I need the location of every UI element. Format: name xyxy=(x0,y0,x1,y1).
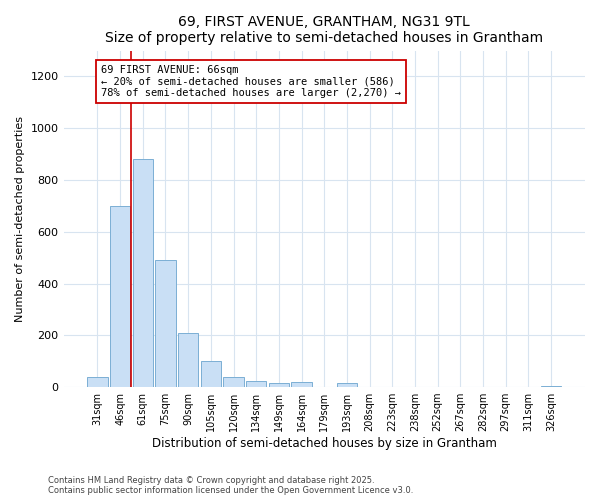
Bar xyxy=(269,383,289,387)
Bar xyxy=(155,260,176,387)
Bar xyxy=(541,386,561,387)
Y-axis label: Number of semi-detached properties: Number of semi-detached properties xyxy=(15,116,25,322)
Text: 69 FIRST AVENUE: 66sqm
← 20% of semi-detached houses are smaller (586)
78% of se: 69 FIRST AVENUE: 66sqm ← 20% of semi-det… xyxy=(101,65,401,98)
Text: Contains HM Land Registry data © Crown copyright and database right 2025.
Contai: Contains HM Land Registry data © Crown c… xyxy=(48,476,413,495)
Bar xyxy=(200,361,221,387)
Bar xyxy=(110,206,130,387)
Bar xyxy=(133,160,153,387)
X-axis label: Distribution of semi-detached houses by size in Grantham: Distribution of semi-detached houses by … xyxy=(152,437,497,450)
Title: 69, FIRST AVENUE, GRANTHAM, NG31 9TL
Size of property relative to semi-detached : 69, FIRST AVENUE, GRANTHAM, NG31 9TL Siz… xyxy=(105,15,544,45)
Bar xyxy=(292,382,312,387)
Bar xyxy=(246,380,266,387)
Bar xyxy=(337,383,357,387)
Bar xyxy=(178,332,199,387)
Bar xyxy=(223,376,244,387)
Bar xyxy=(87,376,107,387)
